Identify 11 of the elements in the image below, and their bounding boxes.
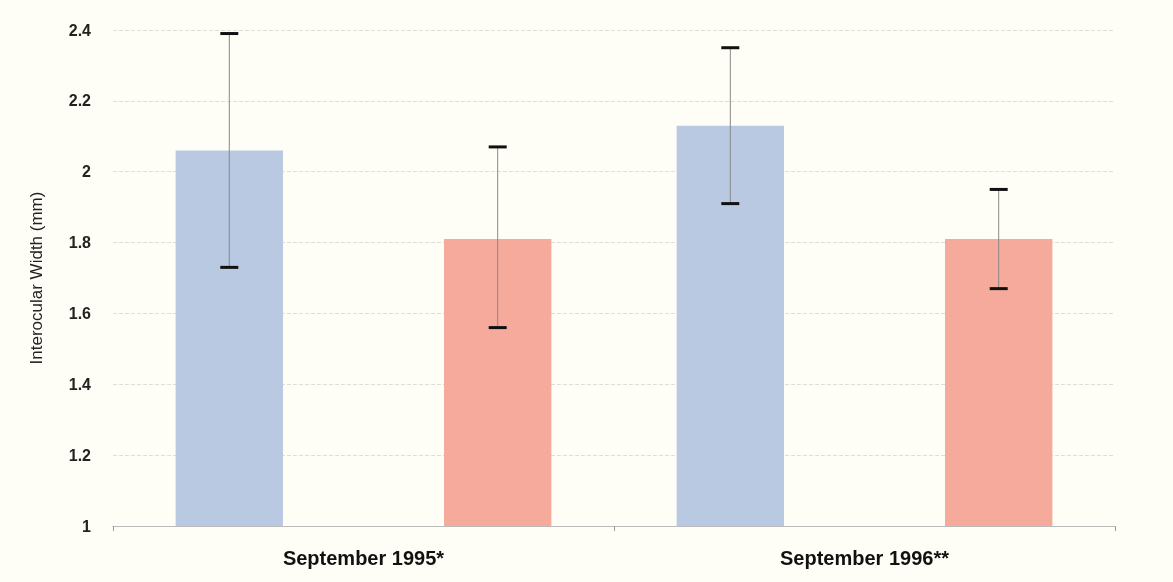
y-axis-title: Interocular Width (mm): [27, 191, 46, 365]
y-tick-label: 2: [82, 163, 92, 181]
y-tick-label: 1.4: [68, 375, 92, 393]
y-tick-label: 1.8: [68, 234, 92, 252]
y-tick-label: 2.2: [68, 92, 92, 110]
y-tick-label: 1.2: [68, 446, 92, 464]
y-tick-label: 1: [82, 517, 92, 535]
x-tick-label: September 1996**: [780, 547, 950, 569]
x-tick-label: September 1995*: [282, 547, 445, 569]
y-tick-label: 2.4: [68, 21, 92, 39]
y-tick-label: 1.6: [68, 304, 92, 322]
